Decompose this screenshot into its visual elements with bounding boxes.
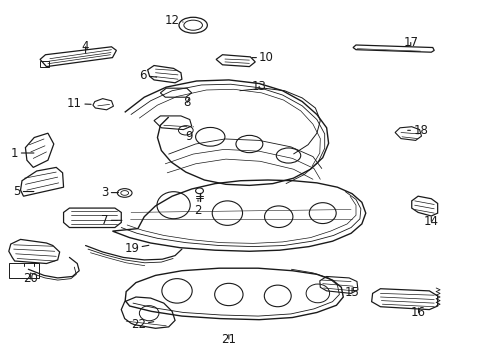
- Text: 14: 14: [423, 215, 438, 228]
- Text: 10: 10: [252, 51, 273, 64]
- Text: 18: 18: [407, 124, 427, 137]
- Text: 12: 12: [164, 14, 183, 27]
- Text: 4: 4: [81, 40, 89, 53]
- Text: 16: 16: [410, 306, 425, 319]
- Text: 13: 13: [251, 80, 266, 93]
- Text: 22: 22: [130, 318, 153, 331]
- Text: 5: 5: [13, 185, 34, 198]
- Text: 19: 19: [124, 242, 148, 255]
- Text: 21: 21: [221, 333, 236, 346]
- Text: 7: 7: [101, 214, 122, 227]
- Text: 1: 1: [11, 147, 34, 159]
- Text: 20: 20: [23, 273, 38, 285]
- Text: 17: 17: [403, 36, 417, 49]
- Text: 9: 9: [185, 127, 193, 143]
- Text: 6: 6: [139, 69, 156, 82]
- Text: 2: 2: [194, 200, 202, 217]
- Text: 11: 11: [67, 97, 91, 110]
- Text: 8: 8: [183, 96, 190, 109]
- Text: 15: 15: [344, 286, 359, 299]
- Text: 3: 3: [101, 186, 118, 199]
